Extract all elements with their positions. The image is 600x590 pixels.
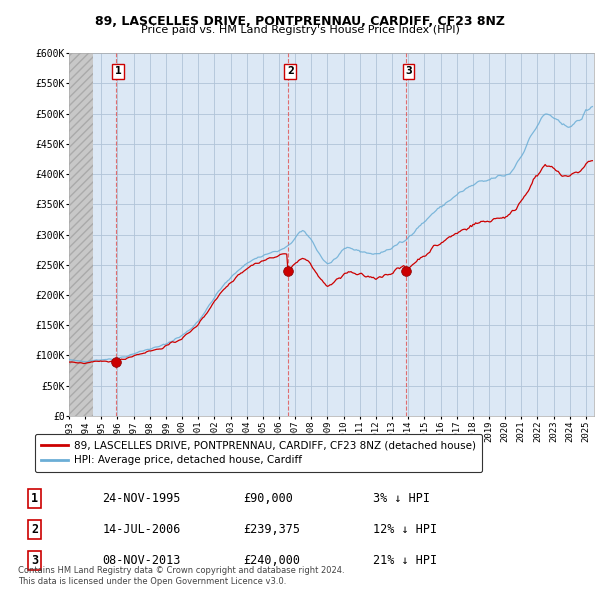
Text: Contains HM Land Registry data © Crown copyright and database right 2024.
This d: Contains HM Land Registry data © Crown c…	[18, 566, 344, 586]
Text: 2: 2	[31, 523, 38, 536]
Text: 1: 1	[31, 492, 38, 505]
Text: 3: 3	[405, 66, 412, 76]
Legend: 89, LASCELLES DRIVE, PONTPRENNAU, CARDIFF, CF23 8NZ (detached house), HPI: Avera: 89, LASCELLES DRIVE, PONTPRENNAU, CARDIF…	[35, 434, 482, 471]
Text: 2: 2	[287, 66, 293, 76]
Text: 08-NOV-2013: 08-NOV-2013	[103, 554, 181, 567]
Text: 21% ↓ HPI: 21% ↓ HPI	[373, 554, 437, 567]
Text: 1: 1	[115, 66, 122, 76]
Bar	[69, 53, 93, 416]
Text: 24-NOV-1995: 24-NOV-1995	[103, 492, 181, 505]
Text: £240,000: £240,000	[244, 554, 301, 567]
Text: 12% ↓ HPI: 12% ↓ HPI	[373, 523, 437, 536]
Text: 3% ↓ HPI: 3% ↓ HPI	[373, 492, 430, 505]
Text: 3: 3	[31, 554, 38, 567]
Text: Price paid vs. HM Land Registry's House Price Index (HPI): Price paid vs. HM Land Registry's House …	[140, 25, 460, 35]
Text: 14-JUL-2006: 14-JUL-2006	[103, 523, 181, 536]
Text: £90,000: £90,000	[244, 492, 293, 505]
Text: 89, LASCELLES DRIVE, PONTPRENNAU, CARDIFF, CF23 8NZ: 89, LASCELLES DRIVE, PONTPRENNAU, CARDIF…	[95, 15, 505, 28]
Text: £239,375: £239,375	[244, 523, 301, 536]
